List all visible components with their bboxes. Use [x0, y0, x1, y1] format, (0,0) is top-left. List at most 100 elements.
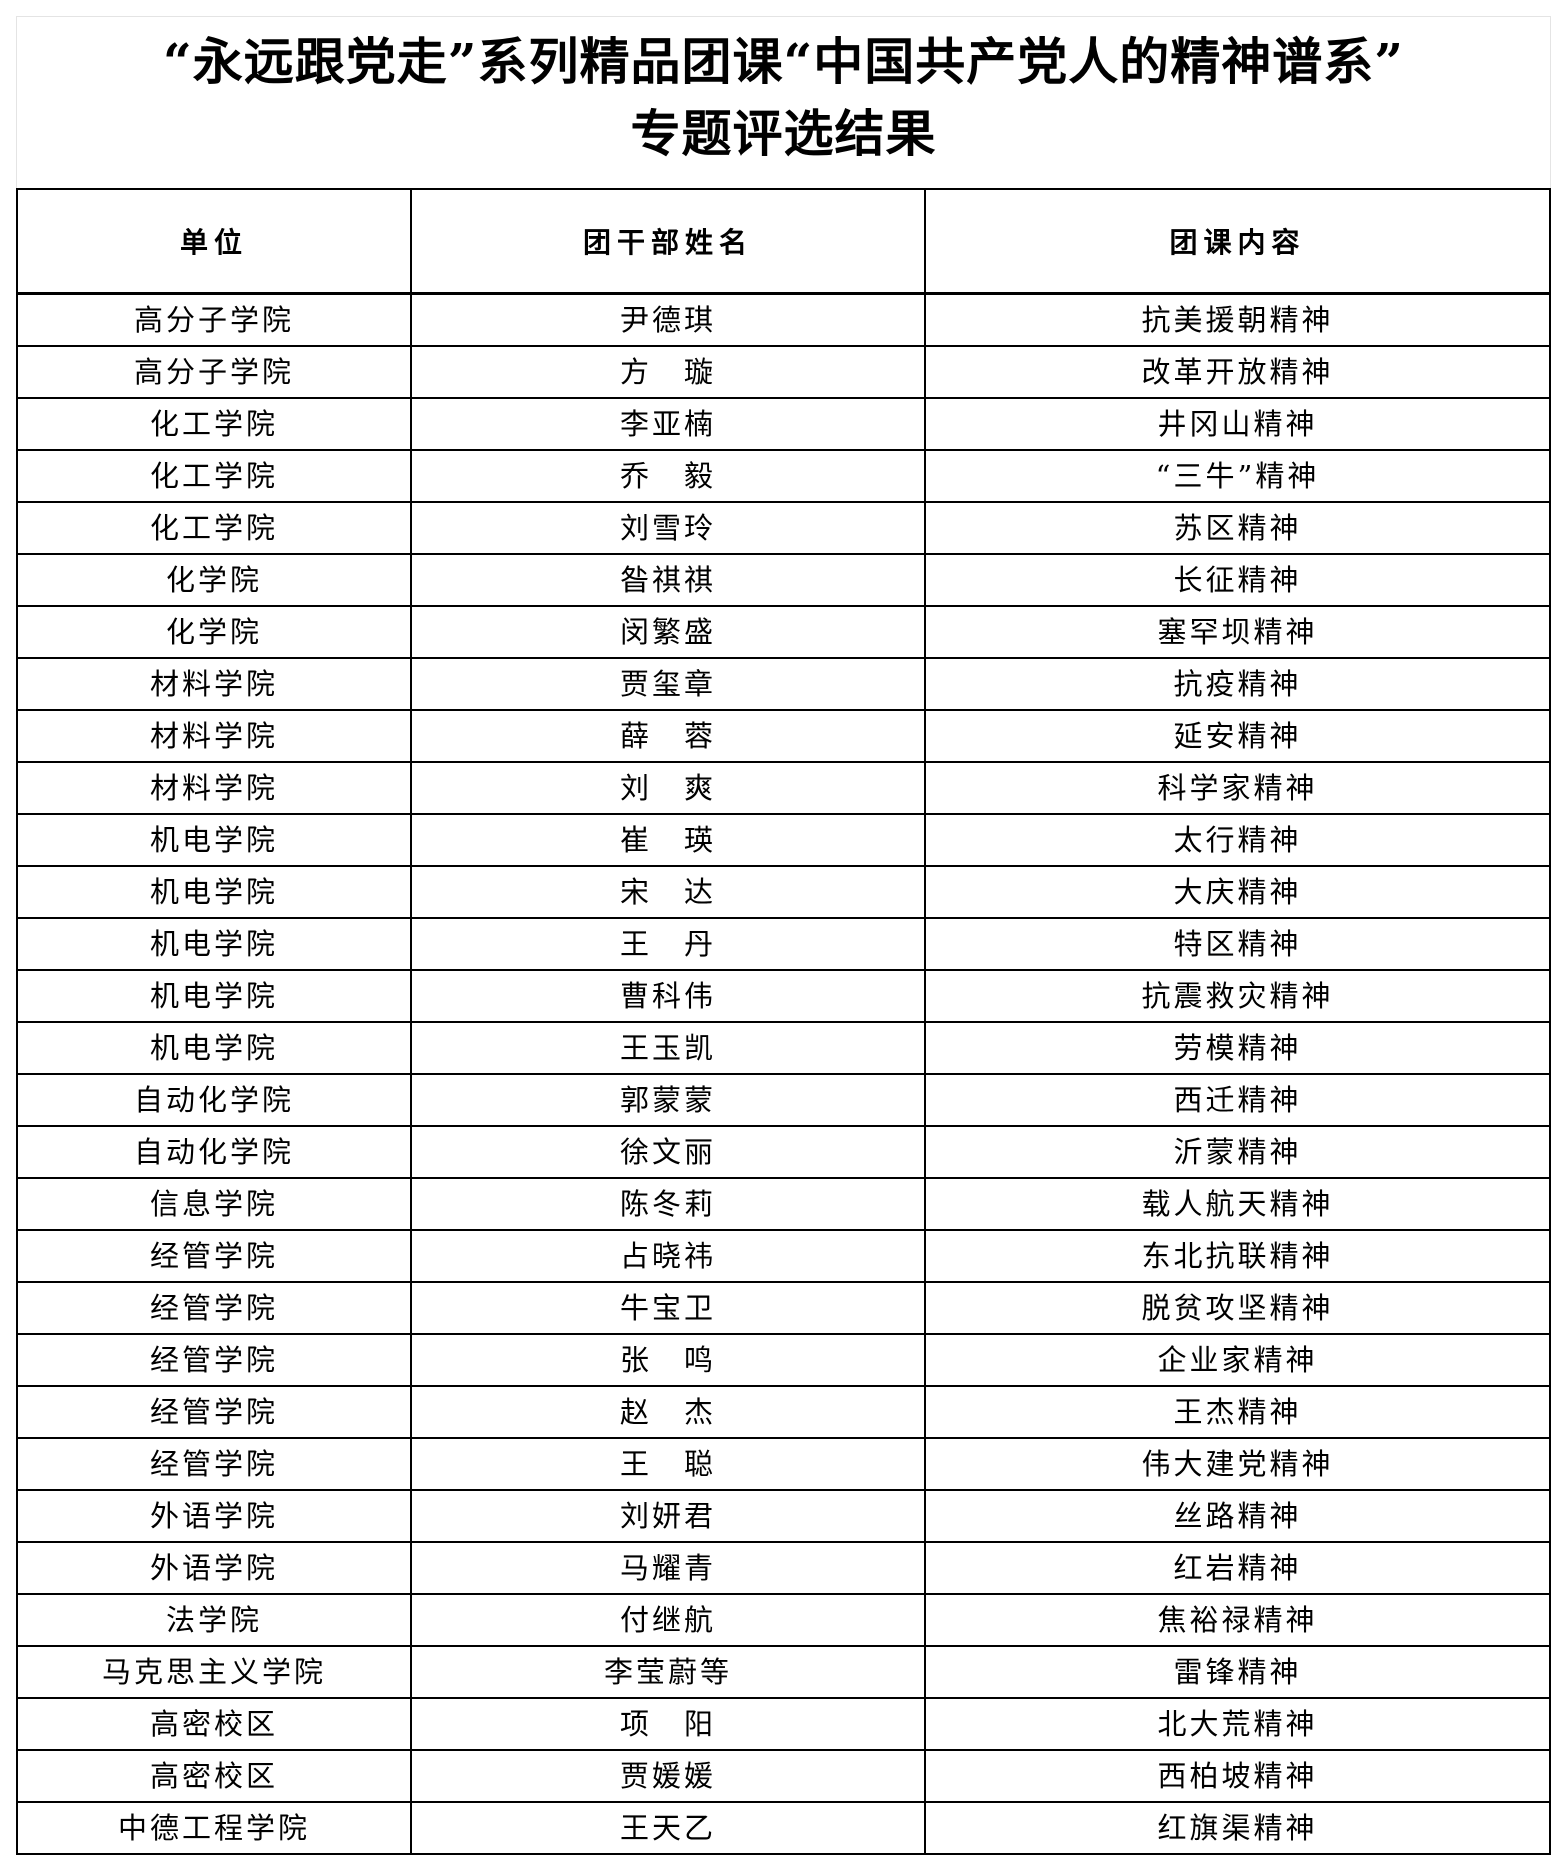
title-line-2: 专题评选结果: [630, 104, 937, 163]
cell-name: 马耀青: [410, 1541, 926, 1595]
cell-content: 抗震救灾精神: [924, 969, 1551, 1023]
cell-unit: 中德工程学院: [16, 1801, 412, 1855]
cell-content: 特区精神: [924, 917, 1551, 971]
cell-content: 苏区精神: [924, 501, 1551, 555]
cell-unit: 自动化学院: [16, 1125, 412, 1179]
title-line-1: “永远跟党走”系列精品团课“中国共产党人的精神谱系”: [162, 32, 1405, 91]
cell-name: 薛 蓉: [410, 709, 926, 763]
cell-content: 改革开放精神: [924, 345, 1551, 399]
table-row: 化工学院乔 毅 “三牛”精神: [16, 449, 1551, 503]
cell-unit: 化学院: [16, 605, 412, 659]
cell-name: 乔 毅: [410, 449, 926, 503]
cell-content: 脱贫攻坚精神: [924, 1281, 1551, 1335]
cell-name: 王天乙: [410, 1801, 926, 1855]
cell-name: 项 阳: [410, 1697, 926, 1751]
cell-content: 西迁精神: [924, 1073, 1551, 1127]
cell-content: 大庆精神: [924, 865, 1551, 919]
cell-content: 红岩精神: [924, 1541, 1551, 1595]
table-row: 机电学院宋 达大庆精神: [16, 865, 1551, 919]
table-row: 高分子学院方 璇改革开放精神: [16, 345, 1551, 399]
cell-unit: 经管学院: [16, 1333, 412, 1387]
cell-unit: 化工学院: [16, 501, 412, 555]
cell-unit: 机电学院: [16, 865, 412, 919]
cell-unit: 机电学院: [16, 1021, 412, 1075]
cell-unit: 自动化学院: [16, 1073, 412, 1127]
table-row: 材料学院刘 爽科学家精神: [16, 761, 1551, 815]
cell-name: 徐文丽: [410, 1125, 926, 1179]
cell-content: 载人航天精神: [924, 1177, 1551, 1231]
table-row: 高分子学院 尹德琪 抗美援朝精神: [16, 292, 1551, 347]
cell-name: 付继航: [410, 1593, 926, 1647]
cell-name: 贾媛媛: [410, 1749, 926, 1803]
cell-unit: 高分子学院: [16, 345, 412, 399]
cell-content: 延安精神: [924, 709, 1551, 763]
header-unit: 单位: [16, 188, 412, 295]
cell-unit: 外语学院: [16, 1489, 412, 1543]
cell-name: 方 璇: [410, 345, 926, 399]
table-row: 高密校区项 阳北大荒精神: [16, 1697, 1551, 1751]
cell-content: 北大荒精神: [924, 1697, 1551, 1751]
header-content: 团课内容: [924, 188, 1551, 295]
cell-unit: 经管学院: [16, 1385, 412, 1439]
cell-name: 李莹蔚等: [410, 1645, 926, 1699]
cell-name: 陈冬莉: [410, 1177, 926, 1231]
cell-unit: 经管学院: [16, 1229, 412, 1283]
cell-name: 崔 瑛: [410, 813, 926, 867]
cell-content: 太行精神: [924, 813, 1551, 867]
cell-content: 焦裕禄精神: [924, 1593, 1551, 1647]
cell-unit: 材料学院: [16, 761, 412, 815]
cell-content: 抗美援朝精神: [924, 292, 1551, 347]
table-row: 经管学院 牛宝卫 脱贫攻坚精神: [16, 1281, 1551, 1335]
cell-name: 闵繁盛: [410, 605, 926, 659]
cell-name: 刘 爽: [410, 761, 926, 815]
cell-name: 曹科伟: [410, 969, 926, 1023]
cell-name: 贾玺章: [410, 657, 926, 711]
cell-content: 劳模精神: [924, 1021, 1551, 1075]
cell-content: 长征精神: [924, 553, 1551, 607]
cell-unit: 化学院: [16, 553, 412, 607]
table-row: 机电学院王 丹特区精神: [16, 917, 1551, 971]
title-frame: [16, 16, 1551, 188]
table-row: 法学院 付继航 焦裕禄精神: [16, 1593, 1551, 1647]
table-row: 经管学院 占晓祎 东北抗联精神: [16, 1229, 1551, 1283]
table-row: 高密校区 贾媛媛 西柏坡精神: [16, 1749, 1551, 1803]
header-name: 团干部姓名: [410, 188, 926, 295]
cell-content: 西柏坡精神: [924, 1749, 1551, 1803]
cell-unit: 外语学院: [16, 1541, 412, 1595]
cell-content: 雷锋精神: [924, 1645, 1551, 1699]
table-row: 化学院 昝祺祺 长征精神: [16, 553, 1551, 607]
cell-name: 王 丹: [410, 917, 926, 971]
cell-unit: 高分子学院: [16, 292, 412, 347]
cell-content: 丝路精神: [924, 1489, 1551, 1543]
cell-name: 张 鸣: [410, 1333, 926, 1387]
cell-unit: 经管学院: [16, 1281, 412, 1335]
cell-content: 企业家精神: [924, 1333, 1551, 1387]
cell-unit: 经管学院: [16, 1437, 412, 1491]
table-row: 马克思主义学院 李莹蔚等 雷锋精神: [16, 1645, 1551, 1699]
cell-unit: 机电学院: [16, 813, 412, 867]
cell-name: 赵 杰: [410, 1385, 926, 1439]
cell-content: 伟大建党精神: [924, 1437, 1551, 1491]
table-row: 材料学院薛 蓉延安精神: [16, 709, 1551, 763]
document-title: “永远跟党走”系列精品团课“中国共产党人的精神谱系” 专题评选结果: [16, 26, 1551, 170]
cell-unit: 材料学院: [16, 709, 412, 763]
table-row: 自动化学院 徐文丽 沂蒙精神: [16, 1125, 1551, 1179]
cell-name: 李亚楠: [410, 397, 926, 451]
cell-content: 沂蒙精神: [924, 1125, 1551, 1179]
table-row: 经管学院王 聪伟大建党精神: [16, 1437, 1551, 1491]
cell-name: 王 聪: [410, 1437, 926, 1491]
table-row: 机电学院崔 瑛太行精神: [16, 813, 1551, 867]
table-row: 外语学院 马耀青 红岩精神: [16, 1541, 1551, 1595]
cell-unit: 机电学院: [16, 917, 412, 971]
results-table: 单位 团干部姓名 团课内容 高分子学院 尹德琪 抗美援朝精神 高分子学院方 璇改革开放…: [16, 188, 1551, 1855]
cell-name: 郭蒙蒙: [410, 1073, 926, 1127]
cell-unit: 化工学院: [16, 397, 412, 451]
table-row: 机电学院 王玉凯 劳模精神: [16, 1021, 1551, 1075]
cell-content: 东北抗联精神: [924, 1229, 1551, 1283]
cell-unit: 高密校区: [16, 1697, 412, 1751]
cell-unit: 高密校区: [16, 1749, 412, 1803]
cell-unit: 信息学院: [16, 1177, 412, 1231]
cell-content: 科学家精神: [924, 761, 1551, 815]
cell-unit: 马克思主义学院: [16, 1645, 412, 1699]
cell-content: 红旗渠精神: [924, 1801, 1551, 1855]
